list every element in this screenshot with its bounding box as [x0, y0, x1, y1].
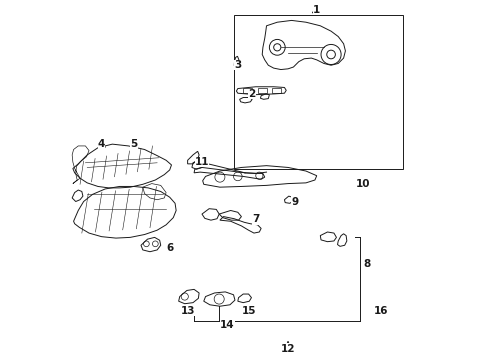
Text: 6: 6 — [166, 243, 173, 253]
Text: 9: 9 — [292, 197, 299, 207]
Text: 16: 16 — [374, 306, 389, 316]
Text: 10: 10 — [356, 179, 370, 189]
Text: 7: 7 — [252, 215, 259, 224]
Text: 15: 15 — [242, 306, 256, 316]
Text: 12: 12 — [281, 343, 295, 354]
Text: 13: 13 — [180, 306, 195, 316]
Bar — [234, 15, 403, 169]
Text: 1: 1 — [313, 5, 320, 15]
Text: 14: 14 — [220, 320, 234, 330]
Text: 3: 3 — [234, 60, 242, 70]
Text: 5: 5 — [130, 139, 138, 149]
Text: 4: 4 — [98, 139, 105, 149]
Text: 11: 11 — [195, 157, 209, 167]
Text: 2: 2 — [248, 89, 256, 99]
Text: 8: 8 — [363, 259, 370, 269]
